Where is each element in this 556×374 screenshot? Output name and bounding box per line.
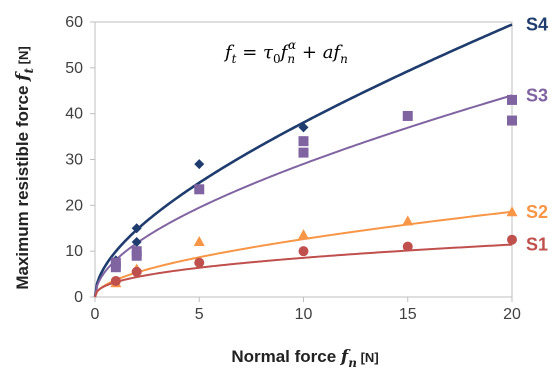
data-point-s1 xyxy=(131,266,142,277)
data-point-s4 xyxy=(194,159,205,170)
y-tick-label: 30 xyxy=(65,152,83,169)
series-labels: S4 S3 S2 S1 xyxy=(526,15,548,255)
data-point-s3 xyxy=(298,147,309,158)
data-point-s3 xyxy=(507,115,517,126)
data-point-s4 xyxy=(131,237,142,247)
y-tick-label: 20 xyxy=(65,197,83,214)
data-point-s2 xyxy=(298,229,309,240)
y-tick-label: 0 xyxy=(74,289,83,306)
data-point-s1 xyxy=(402,241,413,252)
data-point-s4 xyxy=(131,223,142,234)
y-tick-label: 50 xyxy=(65,60,83,77)
x-axis-title: Normal force fn [N] xyxy=(231,347,378,370)
data-point-s4 xyxy=(298,122,309,133)
data-point-s1 xyxy=(298,246,309,257)
series-label-s4: S4 xyxy=(526,15,548,35)
y-axis-title: Maximum resistible force ft [N] xyxy=(13,46,36,289)
data-point-s1 xyxy=(110,275,121,286)
data-point-s3 xyxy=(402,110,413,121)
data-point-s2 xyxy=(193,236,205,246)
y-tick-label: 40 xyxy=(65,106,83,123)
y-tick-label: 60 xyxy=(65,14,83,31)
x-tick-label: 20 xyxy=(503,306,521,323)
x-tick-label: 10 xyxy=(295,306,313,323)
x-tick-label: 15 xyxy=(399,306,417,323)
data-markers xyxy=(110,94,518,288)
data-point-s3 xyxy=(298,136,309,147)
y-tick-label: 10 xyxy=(65,243,83,260)
data-point-s3 xyxy=(507,94,517,105)
axes: 0 5 10 15 20 0 10 20 30 40 50 60 xyxy=(65,14,521,323)
data-point-s1 xyxy=(194,257,205,268)
data-point-s2 xyxy=(506,206,518,217)
series-label-s2: S2 xyxy=(526,202,548,222)
fit-curve-s1 xyxy=(94,243,513,298)
series-label-s1: S1 xyxy=(526,235,548,255)
data-point-s1 xyxy=(507,234,517,245)
series-label-s3: S3 xyxy=(526,85,548,105)
data-point-s2 xyxy=(402,215,414,226)
x-tick-label: 0 xyxy=(91,306,100,323)
fit-curve-s3 xyxy=(94,94,513,298)
fit-equation: ft = τ0fnα + afn xyxy=(223,38,348,66)
data-point-s3 xyxy=(110,257,121,268)
x-tick-label: 5 xyxy=(195,306,204,323)
data-point-s3 xyxy=(194,184,205,195)
data-point-s3 xyxy=(131,246,142,257)
